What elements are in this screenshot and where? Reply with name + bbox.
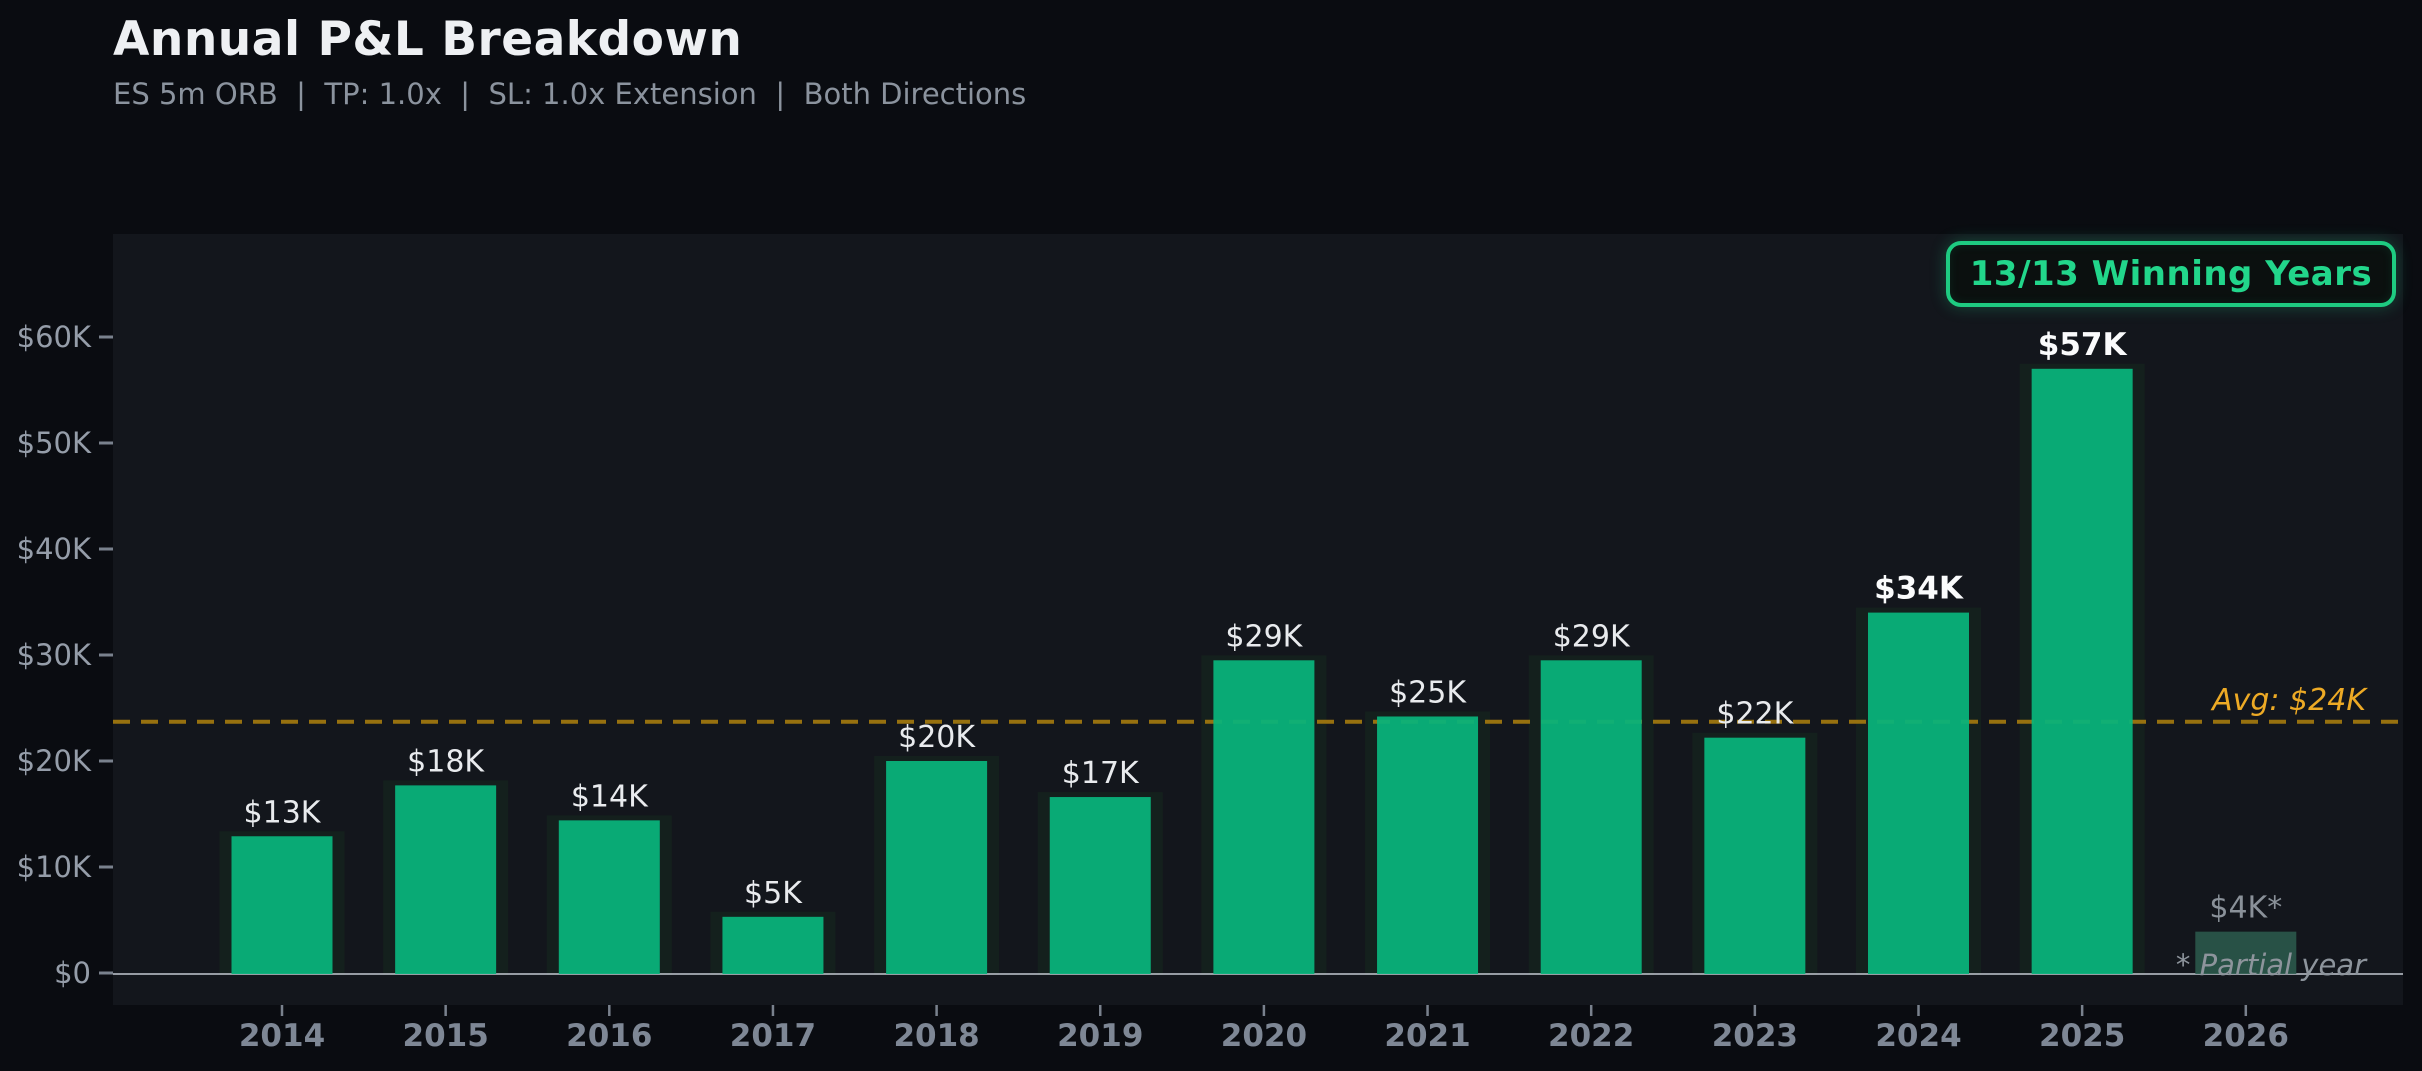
bar-value-label: $22K bbox=[1716, 697, 1794, 732]
x-axis-year-label: 2019 bbox=[1057, 1018, 1143, 1054]
x-axis-year-label: 2021 bbox=[1384, 1018, 1470, 1054]
x-axis-year-label: 2017 bbox=[730, 1018, 816, 1054]
average-value-label: Avg: $24K bbox=[2210, 683, 2368, 718]
x-axis-year-label: 2018 bbox=[893, 1018, 979, 1054]
bar-value-label: $29K bbox=[1225, 619, 1303, 654]
y-axis-tick-label: $40K bbox=[17, 532, 92, 566]
y-axis-tick-label: $20K bbox=[17, 744, 92, 778]
y-axis-tick-label: $10K bbox=[17, 850, 92, 884]
x-axis-year-label: 2020 bbox=[1221, 1018, 1307, 1054]
bar-value-label: $5K bbox=[744, 876, 803, 911]
bar-2016 bbox=[558, 820, 660, 974]
x-axis-year-label: 2026 bbox=[2203, 1018, 2289, 1054]
bar-2022 bbox=[1540, 660, 1642, 974]
bar-value-label: $14K bbox=[571, 779, 649, 814]
y-axis-tick-label: $50K bbox=[17, 426, 92, 460]
bar-value-label: $17K bbox=[1062, 756, 1140, 791]
bar-value-label: $29K bbox=[1553, 619, 1631, 654]
y-axis-tick-label: $0 bbox=[54, 956, 91, 990]
x-axis-year-label: 2014 bbox=[239, 1018, 325, 1054]
x-axis-year-label: 2022 bbox=[1548, 1018, 1634, 1054]
x-axis-year-label: 2023 bbox=[1712, 1018, 1798, 1054]
bar-2025 bbox=[2031, 368, 2133, 974]
bar-value-label: $34K bbox=[1874, 571, 1964, 607]
bar-value-label: $20K bbox=[898, 720, 976, 755]
bar-2026 bbox=[2195, 931, 2297, 974]
bar-2024 bbox=[1868, 612, 1969, 974]
bar-value-label: $25K bbox=[1389, 675, 1467, 710]
bar-2019 bbox=[1049, 797, 1151, 974]
x-axis-year-label: 2024 bbox=[1875, 1018, 1961, 1054]
x-axis-year-label: 2025 bbox=[2039, 1018, 2125, 1054]
y-axis-tick-label: $60K bbox=[17, 320, 92, 354]
y-axis-tick-label: $30K bbox=[17, 638, 92, 672]
bar-value-label: $4K* bbox=[2209, 891, 2282, 926]
bar-2020 bbox=[1213, 660, 1315, 974]
bar-value-label: $13K bbox=[244, 795, 322, 830]
chart-subtitle: ES 5m ORB | TP: 1.0x | SL: 1.0x Extensio… bbox=[113, 77, 1027, 111]
x-axis-year-label: 2016 bbox=[566, 1018, 652, 1054]
bar-2014 bbox=[231, 836, 333, 974]
bar-2017 bbox=[722, 916, 824, 974]
chart-header: Annual P&L Breakdown ES 5m ORB | TP: 1.0… bbox=[113, 12, 1026, 111]
winning-years-badge: 13/13 Winning Years bbox=[1946, 241, 2396, 307]
chart-title: Annual P&L Breakdown bbox=[113, 12, 743, 67]
x-axis-year-label: 2015 bbox=[403, 1018, 489, 1054]
bar-2018 bbox=[886, 761, 988, 974]
bar-value-label: $18K bbox=[407, 744, 485, 779]
bar-2015 bbox=[395, 785, 497, 974]
bar-2023 bbox=[1704, 737, 1806, 974]
partial-year-note: * Partial year bbox=[2176, 948, 2368, 982]
bar-value-label: $57K bbox=[2038, 327, 2128, 363]
bar-2021 bbox=[1377, 716, 1479, 974]
